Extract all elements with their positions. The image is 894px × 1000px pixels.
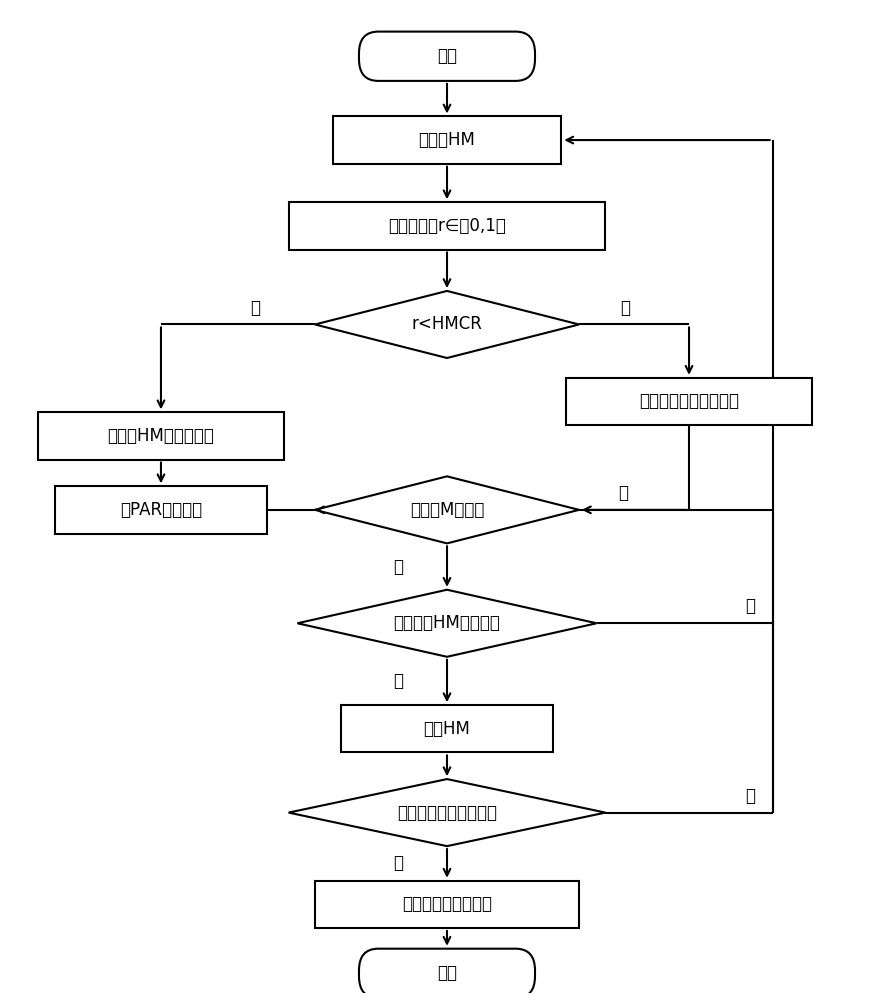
Polygon shape — [298, 590, 596, 657]
Text: 是: 是 — [250, 299, 260, 317]
Text: 是: 是 — [393, 672, 403, 690]
Text: 更新HM: 更新HM — [424, 720, 470, 738]
Text: 计算最终目标函数值: 计算最终目标函数值 — [402, 895, 492, 913]
Bar — [566, 378, 813, 425]
Text: 变量在HM中随机选取: 变量在HM中随机选取 — [107, 427, 215, 445]
Text: 否: 否 — [745, 598, 755, 616]
Bar — [333, 116, 561, 164]
FancyBboxPatch shape — [359, 949, 535, 998]
Text: 否: 否 — [620, 299, 630, 317]
Text: 变量在解空间随机生成: 变量在解空间随机生成 — [639, 392, 739, 410]
Text: 已生成M个变量: 已生成M个变量 — [409, 501, 485, 519]
Text: 初始化HM: 初始化HM — [418, 131, 476, 149]
Text: 否: 否 — [745, 787, 755, 805]
Text: 新解优于HM中最劣解: 新解优于HM中最劣解 — [393, 614, 501, 632]
Bar — [342, 705, 552, 752]
Text: 是: 是 — [393, 558, 403, 576]
Bar — [38, 412, 284, 460]
FancyBboxPatch shape — [359, 32, 535, 81]
Text: 否: 否 — [618, 484, 628, 502]
Polygon shape — [289, 779, 605, 846]
Bar — [55, 486, 266, 534]
Text: 是否达到最大迭代次数: 是否达到最大迭代次数 — [397, 804, 497, 822]
Polygon shape — [315, 291, 579, 358]
Text: 以PAR概率调整: 以PAR概率调整 — [120, 501, 202, 519]
Polygon shape — [315, 476, 579, 543]
Text: r<HMCR: r<HMCR — [411, 315, 483, 333]
Text: 是: 是 — [393, 854, 403, 872]
Text: 开始: 开始 — [437, 47, 457, 65]
Bar — [289, 202, 605, 250]
Text: 结束: 结束 — [437, 964, 457, 982]
Text: 产生随机数r∈（0,1）: 产生随机数r∈（0,1） — [388, 217, 506, 235]
Bar — [315, 881, 579, 928]
